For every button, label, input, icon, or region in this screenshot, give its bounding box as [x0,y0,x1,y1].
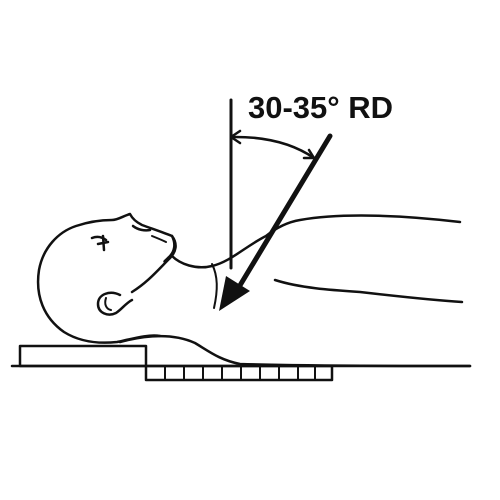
pillow [18,344,148,368]
image-receptor [144,364,334,382]
angle-arc [229,135,316,160]
angle-arc-left-arrowhead [229,129,242,145]
central-ray-line [233,133,333,295]
angle-arc-right-arrowhead [302,148,316,160]
arrow-pointer-icon [219,276,250,311]
supine-patient-figure [36,212,472,368]
angle-label: 30-35° RD [248,90,393,125]
